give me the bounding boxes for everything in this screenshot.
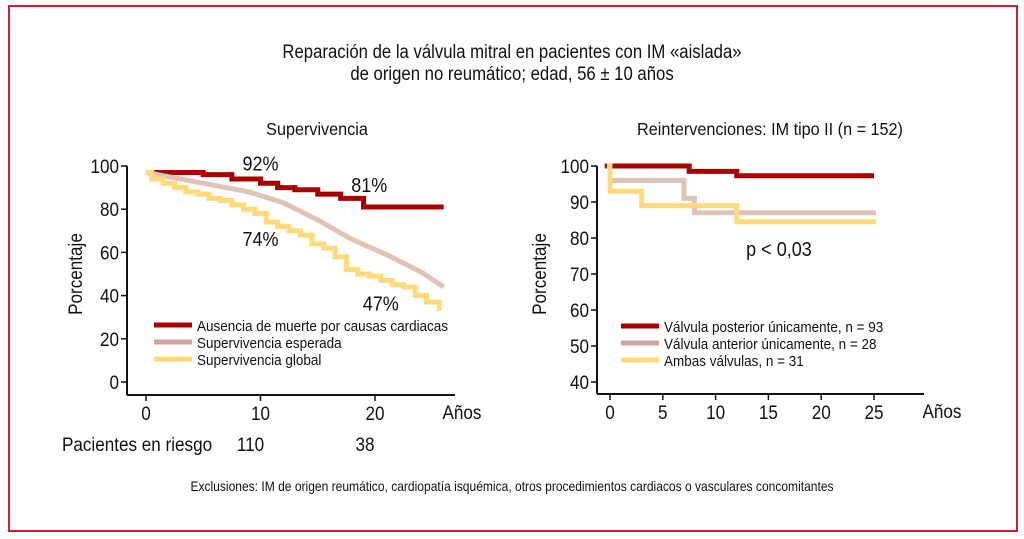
legend-label: Ambas válvulas, n = 31 xyxy=(664,353,804,370)
y-tick-label: 20 xyxy=(100,329,119,350)
series-line-2 xyxy=(610,177,877,216)
chart-annotation: 81% xyxy=(351,175,387,197)
x-tick-label: 0 xyxy=(141,403,151,424)
x-tick-label: 5 xyxy=(658,402,668,423)
x-tick-label: 25 xyxy=(864,402,883,423)
y-tick-label: 60 xyxy=(570,300,589,321)
y-tick-label: 90 xyxy=(570,192,589,213)
y-tick-label: 80 xyxy=(570,228,589,249)
y-tick-label: 100 xyxy=(90,156,119,177)
figure-border xyxy=(8,5,1018,532)
chart-annotation: 47% xyxy=(363,294,399,316)
legend-label: Válvula posterior únicamente, n = 93 xyxy=(664,319,883,336)
series-line-2 xyxy=(145,170,446,290)
chart-annotation: p < 0,03 xyxy=(746,239,812,261)
at-risk-label: Pacientes en riesgo xyxy=(62,434,212,455)
legend-label: Válvula anterior únicamente, n = 28 xyxy=(664,336,877,353)
x-tick-label: 0 xyxy=(605,402,615,423)
y-tick-label: 40 xyxy=(570,372,589,393)
series-line-3 xyxy=(146,169,442,311)
legend-label: Supervivencia esperada xyxy=(197,335,342,352)
chart-reintervenciones: Reintervenciones: IM tipo II (n = 152) 40… xyxy=(529,119,961,423)
x-tick-label: 10 xyxy=(706,402,725,423)
y-tick-label: 70 xyxy=(570,264,589,285)
x-tick-label: 10 xyxy=(251,403,270,424)
series-line-1 xyxy=(604,163,874,179)
figure-footer: Exclusiones: IM de origen reumático, car… xyxy=(190,478,834,494)
y-tick-label: 50 xyxy=(570,336,589,357)
chart-title: Supervivencia xyxy=(266,119,368,139)
series-line-1 xyxy=(146,169,444,210)
at-risk-value: 110 xyxy=(237,434,264,455)
x-tick-label: 15 xyxy=(759,402,778,423)
series-line-3 xyxy=(606,163,877,225)
legend-label: Ausencia de muerte por causas cardiacas xyxy=(197,318,448,335)
y-tick-label: 40 xyxy=(100,286,119,307)
figure-title-line1: Reparación de la válvula mitral en pacie… xyxy=(282,42,742,63)
y-axis-label: Porcentaje xyxy=(65,233,86,315)
figure-title-line2: de origen no reumático; edad, 56 ± 10 añ… xyxy=(350,64,674,85)
y-axis-label: Porcentaje xyxy=(529,233,550,315)
x-tick-label: 20 xyxy=(812,402,831,423)
legend-label: Supervivencia global xyxy=(197,352,321,369)
y-tick-label: 100 xyxy=(560,156,589,177)
y-tick-label: 0 xyxy=(109,372,119,393)
x-tick-label: 20 xyxy=(365,403,384,424)
chart-title: Reintervenciones: IM tipo II (n = 152) xyxy=(637,119,903,139)
x-axis-label: Años xyxy=(443,402,482,423)
at-risk-value: 38 xyxy=(355,434,374,455)
chart-annotation: 92% xyxy=(242,154,278,176)
x-axis-label: Años xyxy=(923,401,962,422)
y-tick-label: 60 xyxy=(100,243,119,264)
chart-annotation: 74% xyxy=(242,229,278,251)
chart-supervivencia: Supervivencia 0 20 40 60 80 100 0 10 20 Años Porcen… xyxy=(62,119,481,455)
y-tick-label: 80 xyxy=(100,199,119,220)
